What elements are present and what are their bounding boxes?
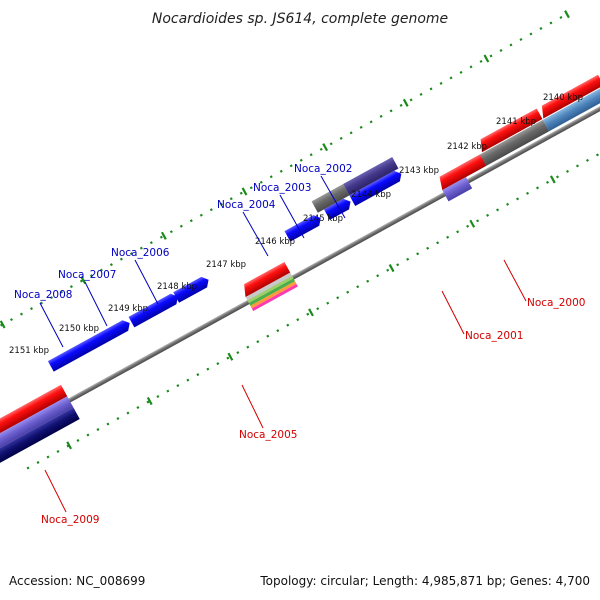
kbp-label: 2148 kbp [157,282,197,292]
major-tick [308,308,314,317]
leader-line-noca-2004 [242,211,269,257]
major-tick [388,264,395,273]
gene-noca-2002[interactable] [349,168,404,206]
leader-line-noca-2009 [44,469,67,513]
gene-label-noca-2004[interactable]: Noca_2004 [217,199,276,211]
major-tick [564,10,570,19]
gene-noca-1999[interactable] [538,74,600,119]
gene-noca-2003[interactable] [323,196,353,220]
major-tick [241,187,248,196]
major-tick [146,397,153,406]
category-block [442,177,473,202]
genome-summary-text: Topology: circular; Length: 4,985,871 bp… [260,574,590,588]
major-tick [402,98,409,107]
category-blocks [0,86,600,468]
gene-noca-2006[interactable] [173,274,211,303]
inner-tick-ring [26,135,600,470]
kbp-label: 2150 kbp [59,324,99,334]
category-block [311,184,350,213]
kbp-label: 2140 kbp [543,93,583,103]
gene-noca-2008[interactable] [47,318,133,372]
kbp-label: 2146 kbp [255,237,295,247]
major-tick [227,352,234,361]
kbp-label: 2151 kbp [9,346,49,356]
major-tick [469,219,476,228]
gene-noca-2007[interactable] [128,291,181,328]
category-block [0,407,80,468]
gene-label-noca-2008[interactable]: Noca_2008 [14,289,72,301]
gene-noca-2000[interactable] [476,108,543,153]
outer-tick-ring [0,14,566,349]
map-title: Nocardioides sp. JS614, complete genome [152,11,448,27]
kbp-label: 2144 kbp [351,190,391,200]
accession-text: Accession: NC_008699 [9,574,146,588]
gene-label-noca-2005[interactable]: Noca_2005 [239,429,297,441]
gene-noca-2004[interactable] [284,213,324,242]
kbp-labels: 2140 kbp 2141 kbp 2142 kbp 2143 kbp 2144 kbp… [9,93,583,356]
gene-labels: Noca_2000 Noca_2001 Noca_2002 Noca_2003 Noca… [14,163,585,526]
leader-line-noca-2007 [84,281,108,327]
leader-line-noca-2005 [241,384,264,429]
kbp-label: 2147 kbp [206,260,246,270]
major-tick [80,276,87,285]
gene-noca-2005[interactable] [240,261,291,298]
reverse-strand-genes [0,74,600,445]
kbp-label: 2143 kbp [399,166,439,176]
gene-label-noca-2002[interactable]: Noca_2002 [294,163,352,175]
leader-line-noca-2000 [503,259,527,302]
gene-label-noca-2006[interactable]: Noca_2006 [111,247,170,259]
gene-noca-2001[interactable] [436,154,487,191]
leader-line-noca-2003 [279,194,305,239]
gene-label-noca-2000[interactable]: Noca_2000 [527,297,585,309]
category-block [343,157,399,196]
leader-line-noca-2006 [134,259,159,305]
major-tick [66,441,73,450]
kbp-label: 2141 kbp [496,117,536,127]
major-tick [483,54,490,63]
category-block [0,396,74,456]
category-block [542,86,600,132]
genome-track [0,10,600,470]
major-tick [0,320,6,329]
gene-label-noca-2007[interactable]: Noca_2007 [58,269,116,281]
major-tick [322,143,329,152]
leader-line-noca-2002 [320,175,346,219]
gene-label-noca-2009[interactable]: Noca_2009 [41,514,99,526]
kbp-label: 2145 kbp [303,214,343,224]
kbp-label: 2149 kbp [108,304,148,314]
major-tick [549,175,556,184]
major-ticks [0,10,570,450]
gene-noca-2009[interactable] [0,384,68,445]
kbp-label: 2142 kbp [447,142,487,152]
leader-line-noca-2008 [39,302,64,348]
gene-label-noca-2003[interactable]: Noca_2003 [253,182,311,194]
forward-strand-genes [47,168,404,372]
gene-label-noca-2001[interactable]: Noca_2001 [465,330,523,342]
major-tick [160,231,167,240]
leader-line-noca-2001 [441,290,465,335]
category-stack [245,272,298,312]
